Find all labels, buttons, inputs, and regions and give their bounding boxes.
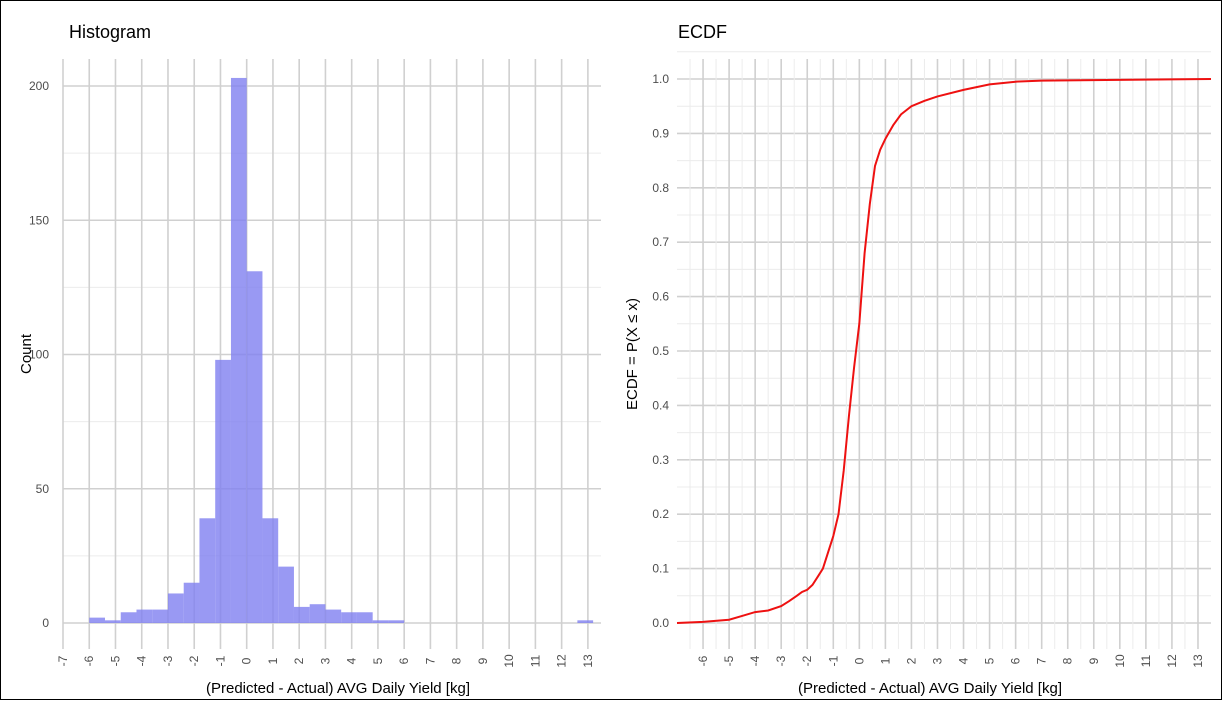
ecdf-y-tick-label: 0.1 [652,562,669,576]
histogram-y-tick-label: 100 [29,348,49,362]
ecdf-x-tick-label: 11 [1139,654,1153,667]
histogram-x-tick-label: 12 [555,654,569,668]
ecdf-y-tick-label: 0.6 [652,290,669,304]
ecdf-x-tick-label: 2 [904,657,918,664]
ecdf-y-tick-label: 0.0 [652,616,669,630]
histogram-bar [183,582,200,623]
ecdf-x-tick-label: -2 [800,655,814,666]
histogram-grid [62,59,601,649]
ecdf-x-axis-title: (Predicted - Actual) AVG Daily Yield [kg… [798,680,1062,697]
ecdf-x-tick-label: 8 [1061,657,1075,664]
histogram-bar [372,620,389,623]
ecdf-y-tick-label: 0.5 [652,344,669,358]
histogram-bar [215,359,231,623]
histogram-x-tick-label: 6 [397,657,411,664]
ecdf-x-tick-label: -1 [826,655,840,666]
histogram-x-tick-label: -6 [82,655,96,666]
ecdf-line-layer [676,78,1212,624]
histogram-bar [167,593,184,623]
histogram-x-tick-label: 9 [476,657,490,664]
histogram-x-tick-label: 8 [450,657,464,664]
ecdf-x-tick-label: 10 [1113,654,1127,668]
histogram-x-tick-label: -2 [187,655,201,666]
histogram-x-tick-label: 0 [240,657,254,664]
ecdf-y-tick-label: 0.7 [652,235,669,249]
ecdf-panel: ECDF -6 -5 -4 -3 -2 -1 0 1 2 3 4 5 6 7 8 9 10 11 12 13 0.00… [624,22,1212,697]
ecdf-x-tick-label: 6 [1009,657,1023,664]
ecdf-y-tick-label: 0.4 [652,398,669,412]
histogram-bar [120,612,137,623]
ecdf-y-tick-label: 0.2 [652,507,669,521]
histogram-x-tick-label: 7 [423,657,437,664]
histogram-x-tick-label: -3 [161,655,175,666]
histogram-x-tick-label: 13 [581,654,595,668]
ecdf-x-tick-label: 4 [957,657,971,664]
histogram-x-tick-labels: -7 -6 -5 -4 -3 -2 -1 0 1 2 3 4 5 6 7 8 9 10 11 12 13 [56,654,595,668]
histogram-x-tick-label: 3 [318,657,332,664]
histogram-x-tick-label: 1 [266,657,280,664]
histogram-bar [356,612,373,623]
ecdf-x-tick-labels: -6 -5 -4 -3 -2 -1 0 1 2 3 4 5 6 7 8 9 10 11 12 13 [696,654,1205,668]
histogram-bar [325,609,342,623]
ecdf-x-tick-label: 7 [1035,657,1049,664]
histogram-y-tick-label: 150 [29,213,49,227]
histogram-x-tick-label: -5 [108,655,122,666]
histogram-x-tick-label: 10 [502,654,516,668]
ecdf-x-tick-label: 3 [930,657,944,664]
ecdf-curve [676,78,1212,624]
ecdf-y-tick-label: 0.3 [652,453,669,467]
histogram-bar [89,617,105,623]
histogram-bar [309,604,326,623]
ecdf-x-tick-label: 1 [878,657,892,664]
ecdf-title: ECDF [678,22,727,42]
ecdf-x-tick-label: -5 [722,655,736,666]
ecdf-x-tick-label: -6 [696,655,710,666]
histogram-bar [388,620,405,623]
ecdf-y-tick-labels: 0.0 0.1 0.2 0.3 0.4 0.5 0.6 0.7 0.8 0.9 1.0 [652,72,669,630]
histogram-bar [136,609,153,623]
histogram-bar [152,609,168,623]
histogram-bar [230,77,247,623]
ecdf-y-tick-label: 0.9 [652,126,669,140]
histogram-bar [293,606,310,623]
histogram-x-tick-label: -4 [135,655,149,666]
histogram-x-tick-label: -1 [213,655,227,666]
ecdf-x-tick-label: 13 [1191,654,1205,668]
ecdf-y-tick-label: 0.8 [652,181,669,195]
ecdf-y-axis-title: ECDF = P(X ≤ x) [624,298,641,410]
histogram-y-tick-label: 50 [36,482,50,496]
ecdf-y-tick-label: 1.0 [652,72,669,86]
histogram-x-axis-title: (Predicted - Actual) AVG Daily Yield [kg… [206,680,470,697]
histogram-bar [577,620,594,623]
histogram-bar [199,518,216,623]
histogram-bars [89,77,594,623]
histogram-bar [246,271,263,623]
ecdf-x-tick-label: 12 [1165,654,1179,668]
histogram-panel: Histogram -7 -6 -5 -4 -3 -2 -1 0 1 2 3 4 5 6 7 8 9 10 11 12… [18,22,601,697]
ecdf-x-tick-label: 9 [1087,657,1101,664]
histogram-bar [104,620,121,623]
ecdf-x-tick-label: 0 [852,657,866,664]
histogram-x-tick-label: 11 [528,654,542,667]
histogram-y-tick-label: 200 [29,79,49,93]
histogram-x-tick-label: 2 [292,657,306,664]
histogram-y-axis-title: Count [18,333,35,374]
ecdf-x-tick-label: 5 [983,657,997,664]
histogram-x-tick-label: 5 [371,657,385,664]
histogram-x-tick-label: 4 [345,657,359,664]
ecdf-x-tick-label: -4 [748,655,762,666]
histogram-y-tick-labels: 0 50 100 150 200 [29,79,49,630]
histogram-bar [262,518,279,623]
histogram-y-tick-label: 0 [42,616,49,630]
histogram-bar [341,612,357,623]
ecdf-x-tick-label: -3 [774,655,788,666]
histogram-title: Histogram [69,22,151,42]
ecdf-grid [677,51,1211,649]
histogram-bar [278,566,294,623]
histogram-x-tick-label: -7 [56,655,70,666]
